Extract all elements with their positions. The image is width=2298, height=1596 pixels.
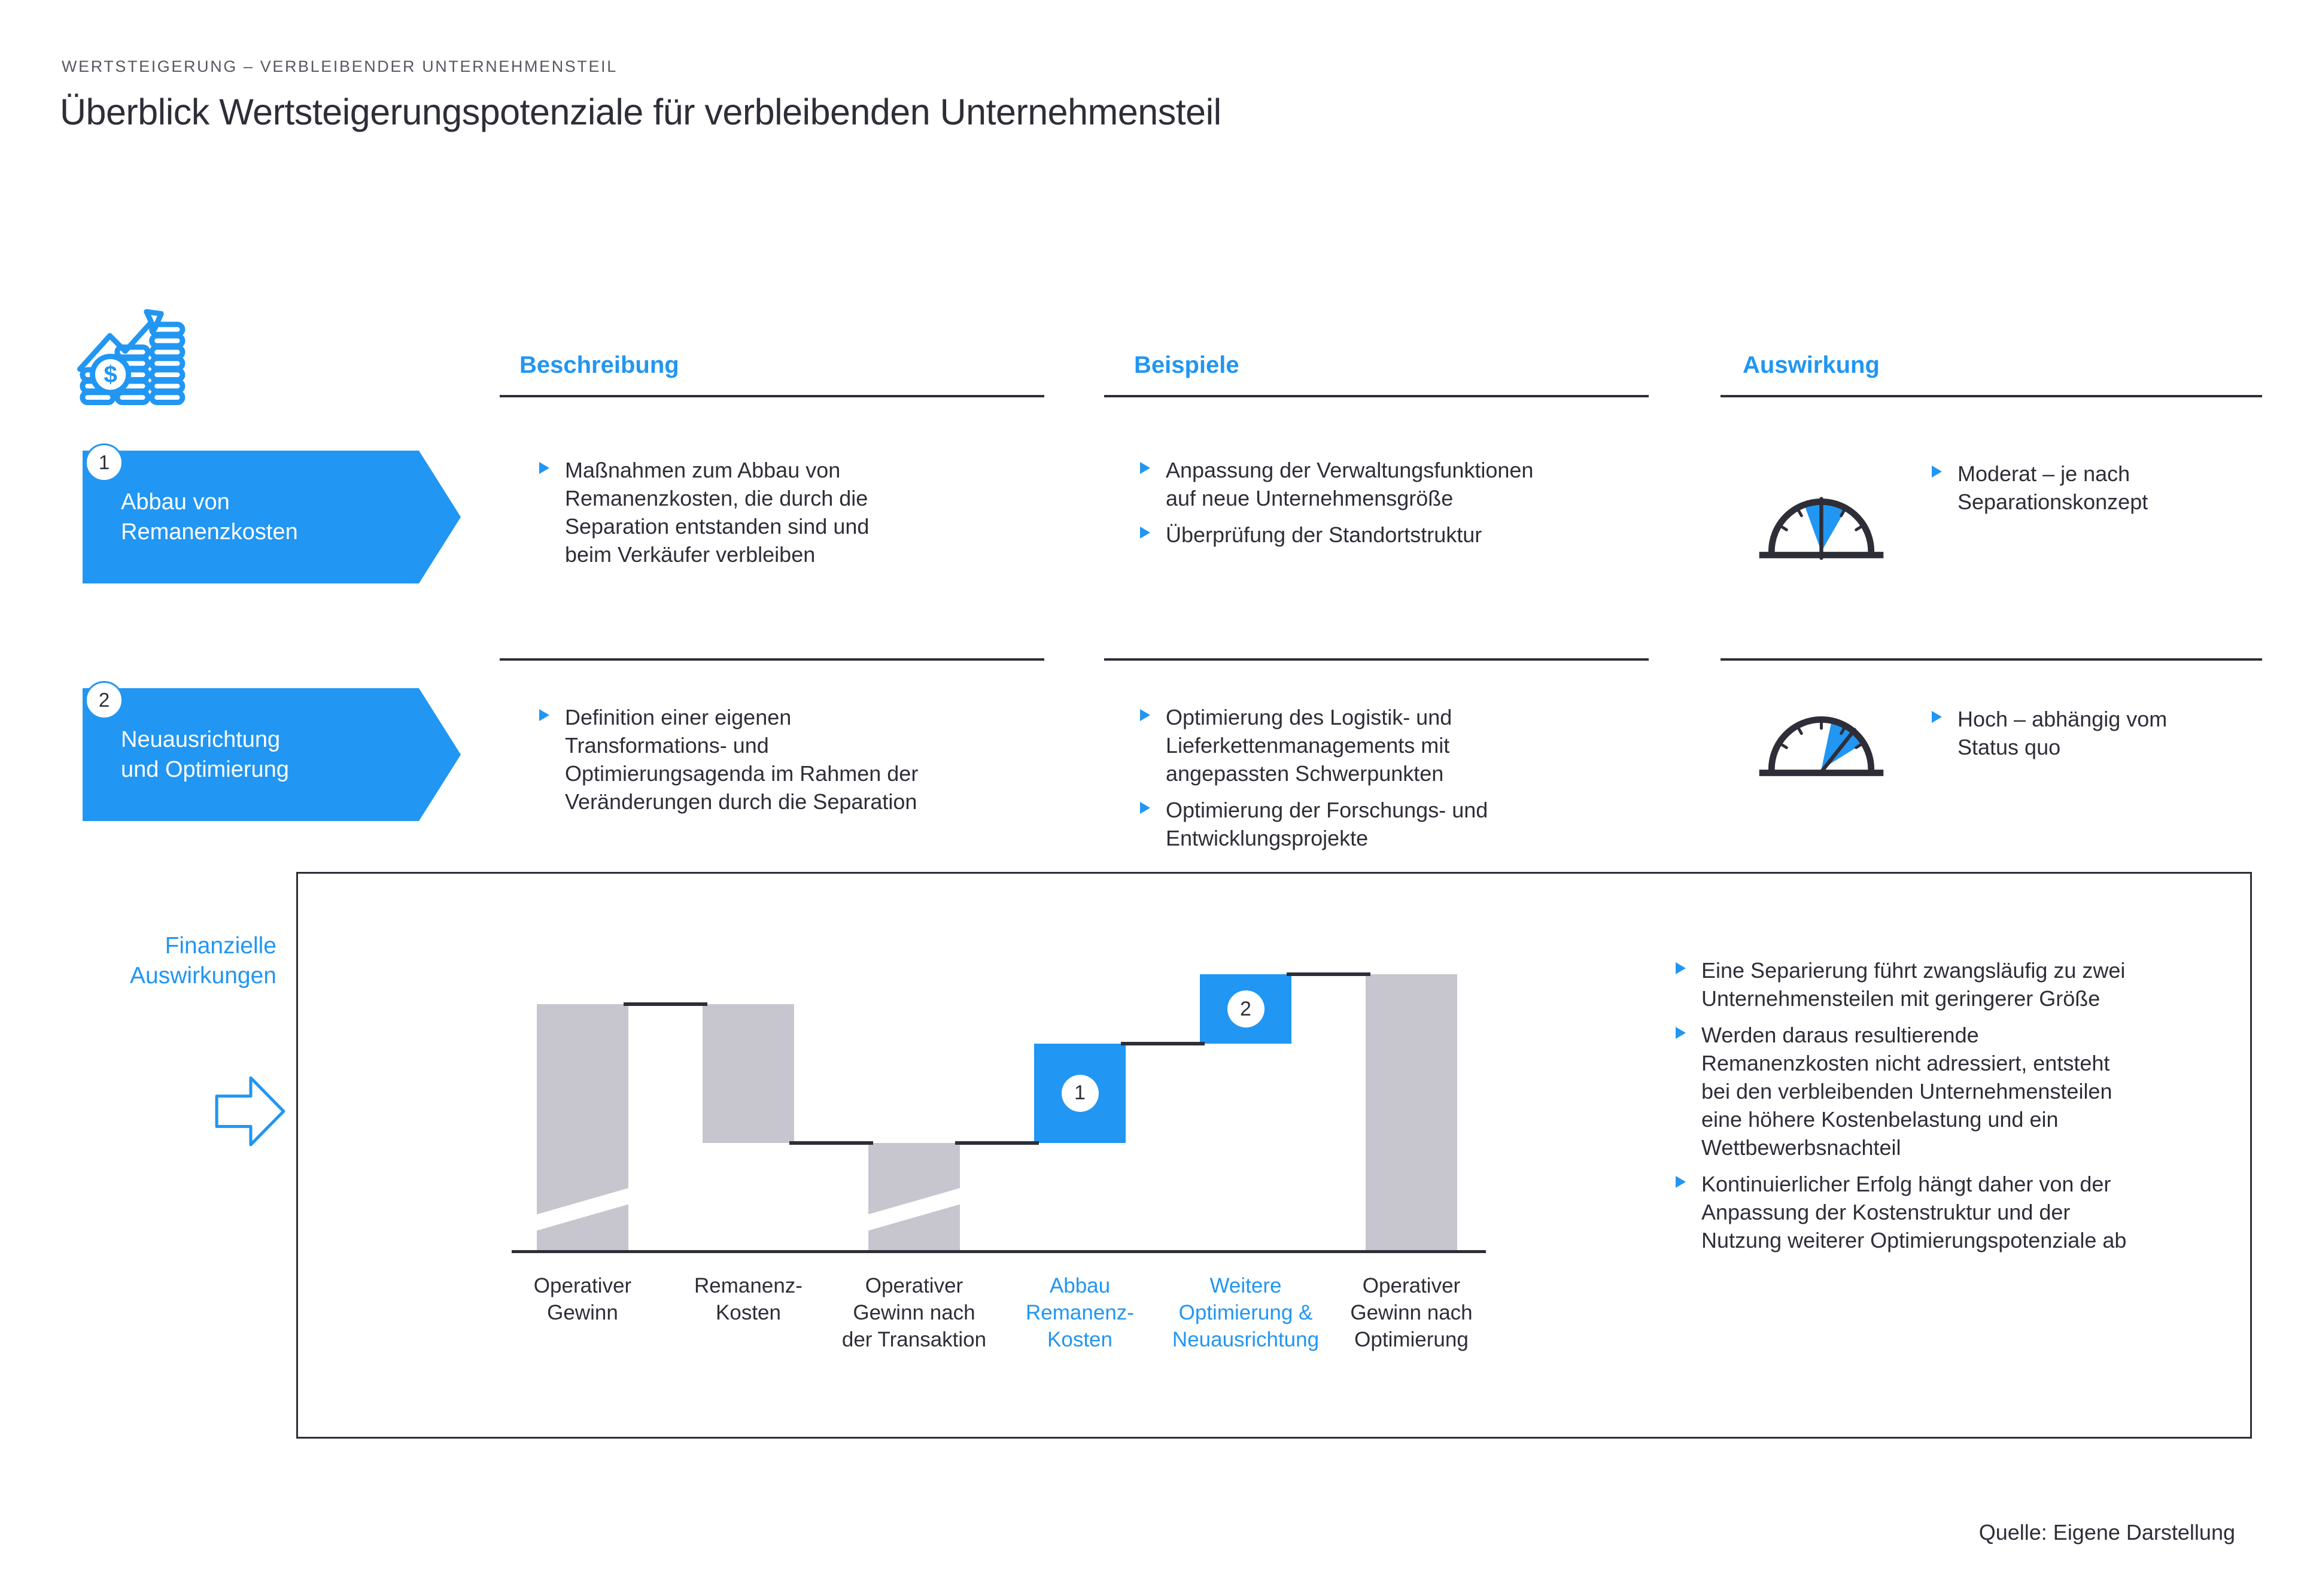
dollar-coin bbox=[90, 354, 132, 396]
waterfall-category-label: Abbau Remanenz- Kosten bbox=[1026, 1274, 1134, 1351]
bullet-text: Überprüfung der Standortstruktur bbox=[1166, 522, 1482, 547]
waterfall-axis-line bbox=[512, 1250, 1486, 1253]
column-header-auswirkung: Auswirkung bbox=[1743, 352, 1880, 378]
bullet-item: Hoch – abhängig vom Status quo bbox=[1932, 705, 2255, 761]
gauge-needle bbox=[1817, 728, 1857, 776]
waterfall-bar-1 bbox=[537, 1004, 628, 1252]
bullet-text: Werden daraus resultierende Remanenzkost… bbox=[1701, 1023, 2112, 1160]
banner-label: Abbau von Remanenzkosten bbox=[121, 490, 298, 545]
connector-line bbox=[624, 1002, 707, 1006]
bullet-text: Hoch – abhängig vom Status quo bbox=[1957, 707, 2168, 759]
bullet-text: Optimierung des Logistik- und Lieferkett… bbox=[1166, 705, 1452, 786]
bullet-item: Optimierung der Forschungs- und Entwickl… bbox=[1140, 796, 1571, 852]
bullet-triangle-icon bbox=[539, 462, 549, 474]
column-header-beschreibung: Beschreibung bbox=[519, 352, 679, 378]
waterfall-category-label: Operativer Gewinn bbox=[533, 1274, 632, 1324]
column-header-beispiele: Beispiele bbox=[1134, 352, 1239, 378]
row1-auswirkung: Moderat – je nach Separationskonzept bbox=[1932, 460, 2255, 516]
chart-step-badge-2: 2 bbox=[1227, 990, 1264, 1027]
waterfall-category-label: Operativer Gewinn nach Optimierung bbox=[1350, 1274, 1473, 1351]
coins-growth-icon: $ bbox=[77, 309, 186, 405]
waterfall-bar-2 bbox=[703, 1004, 794, 1143]
eyebrow: WERTSTEIGERUNG – VERBLEIBENDER UNTERNEHM… bbox=[62, 57, 618, 75]
axis-break-mark bbox=[537, 1184, 628, 1235]
waterfall-bar-3 bbox=[868, 1142, 960, 1252]
gauge-moderate-icon bbox=[1759, 497, 1884, 560]
svg-text:$: $ bbox=[104, 361, 117, 388]
bullet-item: Kontinuierlicher Erfolg hängt daher von … bbox=[1676, 1170, 2214, 1254]
bullet-item: Eine Separierung führt zwangsläufig zu z… bbox=[1676, 956, 2214, 1013]
banner-abbau-remanenzkosten: Abbau von Remanenzkosten bbox=[83, 451, 461, 583]
waterfall-bar-5: 2 bbox=[1200, 974, 1291, 1044]
bullet-item: Definition einer eigenen Transformations… bbox=[539, 703, 922, 816]
page-title: Überblick Wertsteigerungspotenziale für … bbox=[60, 92, 1221, 132]
waterfall-bar-6 bbox=[1366, 974, 1457, 1252]
bullet-item: Optimierung des Logistik- und Lieferkett… bbox=[1140, 703, 1571, 788]
bullet-text: Optimierung der Forschungs- und Entwickl… bbox=[1166, 798, 1488, 850]
source-note: Quelle: Eigene Darstellung bbox=[1978, 1520, 2235, 1545]
chart-key-messages: Eine Separierung führt zwangsläufig zu z… bbox=[1676, 956, 2214, 1254]
bullet-triangle-icon bbox=[1676, 1176, 1686, 1188]
arrow-head bbox=[144, 309, 164, 332]
step-badge-2: 2 bbox=[85, 681, 123, 719]
bullet-triangle-icon bbox=[1676, 962, 1686, 974]
waterfall-labels: Operativer Gewinn Remanenz- Kosten Operati… bbox=[512, 1272, 1529, 1374]
bullet-triangle-icon bbox=[1932, 466, 1942, 478]
header-underline bbox=[1721, 395, 2262, 397]
bullet-triangle-icon bbox=[1676, 1027, 1686, 1039]
axis-break-mark bbox=[868, 1184, 960, 1235]
bullet-item: Überprüfung der Standortstruktur bbox=[1140, 521, 1571, 549]
row1-beschreibung: Maßnahmen zum Abbau von Remanenzkosten, … bbox=[539, 456, 922, 569]
financial-impact-label: Finanzielle Auswirkungen bbox=[130, 933, 276, 989]
step-badge-1: 1 bbox=[85, 443, 123, 482]
bullet-item: Moderat – je nach Separationskonzept bbox=[1932, 460, 2255, 516]
bullet-item: Werden daraus resultierende Remanenzkost… bbox=[1676, 1021, 2214, 1162]
header-underline bbox=[500, 395, 1044, 397]
right-arrow-icon bbox=[215, 1076, 285, 1147]
bullet-triangle-icon bbox=[539, 709, 549, 721]
bullet-text: Anpassung der Verwaltungsfunktionen auf … bbox=[1166, 458, 1534, 510]
row1-beispiele: Anpassung der Verwaltungsfunktionen auf … bbox=[1140, 456, 1571, 549]
bullet-text: Moderat – je nach Separationskonzept bbox=[1957, 461, 2148, 514]
bullet-triangle-icon bbox=[1932, 711, 1942, 723]
banner-label: Neuausrichtung und Optimierung bbox=[121, 727, 289, 782]
row2-beispiele: Optimierung des Logistik- und Lieferkett… bbox=[1140, 703, 1571, 852]
bullet-triangle-icon bbox=[1140, 709, 1150, 721]
row-separator bbox=[1104, 658, 1649, 661]
gauge-high-icon bbox=[1759, 716, 1884, 776]
connector-line bbox=[1121, 1042, 1205, 1045]
growth-line bbox=[77, 320, 153, 372]
waterfall-bar-4: 1 bbox=[1034, 1044, 1126, 1143]
bullet-triangle-icon bbox=[1140, 527, 1150, 539]
bullet-text: Eine Separierung führt zwangsläufig zu z… bbox=[1701, 958, 2126, 1011]
waterfall-category-label: Remanenz- Kosten bbox=[694, 1274, 803, 1324]
waterfall-category-label: Weitere Optimierung & Neuausrichtung bbox=[1172, 1274, 1320, 1351]
bullet-text: Kontinuierlicher Erfolg hängt daher von … bbox=[1701, 1172, 2127, 1253]
header-underline bbox=[1104, 395, 1649, 397]
bullet-text: Definition einer eigenen Transformations… bbox=[565, 705, 919, 814]
banner-neuausrichtung-optimierung: Neuausrichtung und Optimierung bbox=[83, 688, 461, 821]
bullet-text: Maßnahmen zum Abbau von Remanenzkosten, … bbox=[565, 458, 870, 567]
row2-auswirkung: Hoch – abhängig vom Status quo bbox=[1932, 705, 2255, 761]
bullet-triangle-icon bbox=[1140, 462, 1150, 474]
connector-line bbox=[789, 1141, 873, 1145]
connector-line bbox=[1287, 972, 1370, 976]
gauge-wedge bbox=[1804, 503, 1846, 552]
bullet-triangle-icon bbox=[1140, 802, 1150, 814]
row-separator bbox=[1721, 658, 2262, 661]
chart-step-badge-1: 1 bbox=[1061, 1074, 1099, 1112]
bullet-item: Maßnahmen zum Abbau von Remanenzkosten, … bbox=[539, 456, 922, 569]
row-separator bbox=[500, 658, 1044, 661]
bullet-item: Anpassung der Verwaltungsfunktionen auf … bbox=[1140, 456, 1571, 512]
row2-beschreibung: Definition einer eigenen Transformations… bbox=[539, 703, 922, 816]
waterfall-category-label: Operativer Gewinn nach der Transaktion bbox=[841, 1274, 987, 1351]
connector-line bbox=[955, 1141, 1039, 1145]
